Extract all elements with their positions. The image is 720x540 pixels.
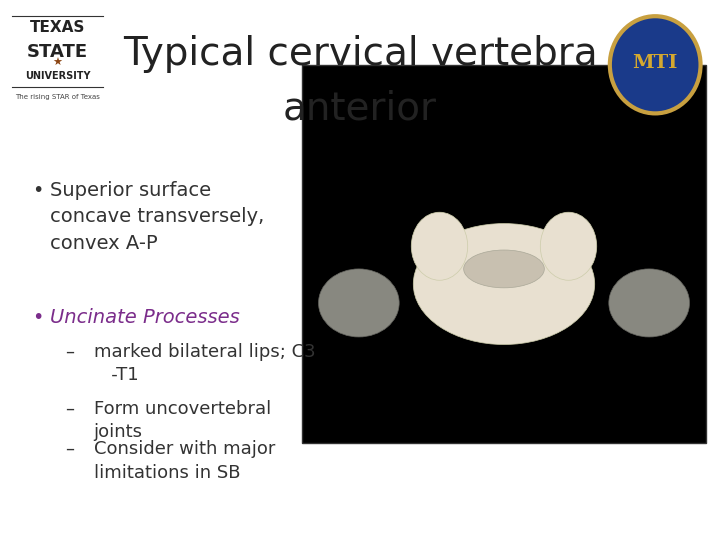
- Text: TEXAS: TEXAS: [30, 19, 85, 35]
- Text: Typical cervical vertebra: Typical cervical vertebra: [122, 35, 598, 73]
- Text: Superior surface
concave transversely,
convex A-P: Superior surface concave transversely, c…: [50, 181, 265, 253]
- Text: Consider with major
limitations in SB: Consider with major limitations in SB: [94, 440, 275, 482]
- Text: MTI: MTI: [632, 53, 678, 72]
- Text: –: –: [65, 440, 74, 458]
- Text: marked bilateral lips; C3
   -T1: marked bilateral lips; C3 -T1: [94, 343, 315, 384]
- Ellipse shape: [464, 250, 544, 288]
- Circle shape: [610, 16, 701, 113]
- Ellipse shape: [318, 269, 399, 337]
- Ellipse shape: [413, 224, 595, 345]
- Ellipse shape: [411, 212, 468, 280]
- Text: Uncinate Processes: Uncinate Processes: [50, 308, 240, 327]
- Text: anterior: anterior: [283, 89, 437, 127]
- Ellipse shape: [540, 212, 597, 280]
- Text: –: –: [65, 400, 74, 417]
- FancyBboxPatch shape: [302, 65, 706, 443]
- Text: Form uncovertebral
joints: Form uncovertebral joints: [94, 400, 271, 441]
- Text: The rising STAR of Texas: The rising STAR of Texas: [15, 94, 100, 100]
- Text: •: •: [32, 308, 44, 327]
- Text: ★: ★: [53, 58, 63, 68]
- Text: STATE: STATE: [27, 43, 88, 61]
- Text: –: –: [65, 343, 74, 361]
- Text: UNIVERSITY: UNIVERSITY: [25, 71, 90, 80]
- Text: •: •: [32, 181, 44, 200]
- Ellipse shape: [609, 269, 690, 337]
